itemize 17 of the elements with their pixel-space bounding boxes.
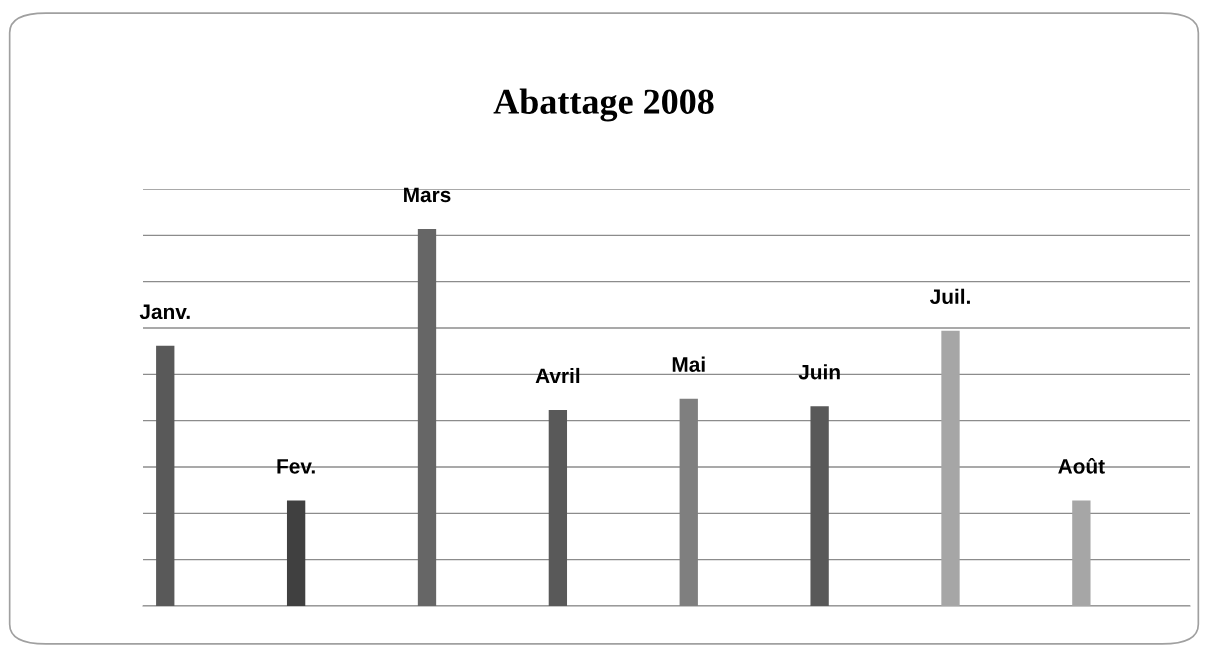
bar: [156, 345, 175, 606]
x-tick-label: Juil.: [929, 288, 970, 305]
x-tick-label: Août: [1058, 457, 1105, 474]
x-tick-label: Janv.: [139, 304, 190, 320]
bar: [548, 409, 568, 606]
bar: [417, 228, 437, 606]
x-tick-label: Juin: [798, 364, 840, 380]
x-tick-label: Mars: [404, 187, 451, 203]
bar: [810, 406, 829, 606]
chart-title: Abattage 2008: [493, 88, 714, 122]
bar: [1072, 500, 1091, 606]
x-tick-label: Avril: [535, 367, 580, 383]
x-tick-label: Fev.: [277, 459, 315, 474]
bar: [941, 330, 960, 606]
x-tick-label: Mai: [672, 356, 705, 372]
bar: [679, 398, 698, 606]
bar: [286, 500, 306, 606]
